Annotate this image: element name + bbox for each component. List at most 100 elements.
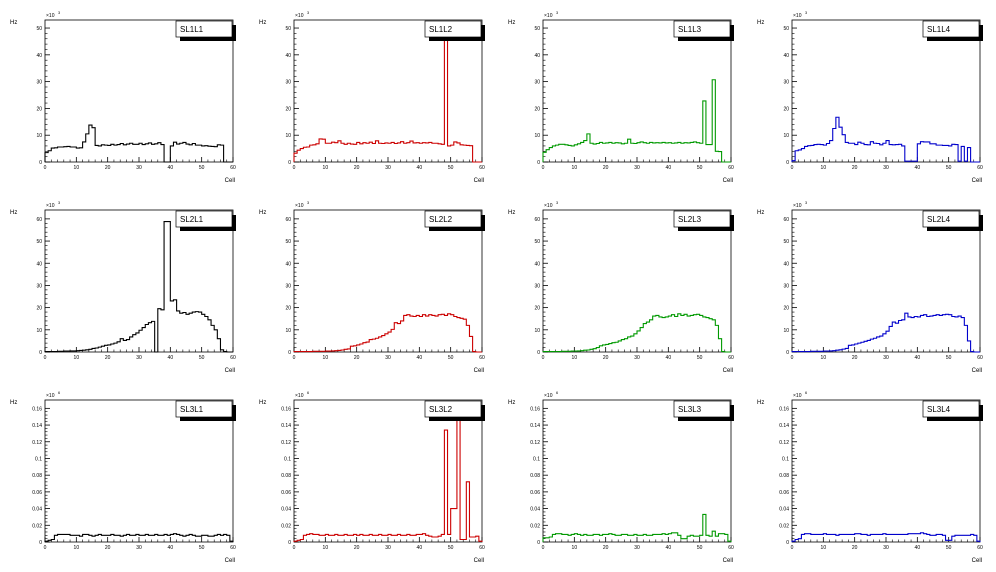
y-tick-label: 0.14 (779, 423, 789, 429)
legend-label: SL1L3 (678, 25, 702, 34)
legend-box (424, 210, 482, 228)
legend-label: SL2L3 (678, 215, 702, 224)
x-tick-label: 50 (946, 545, 952, 551)
x-tick-label: 30 (883, 165, 889, 171)
x-axis: 0 10 20 30 40 50 60 (44, 537, 236, 551)
y-tick-label: 0.06 (32, 490, 42, 496)
y-tick-label: 0.16 (530, 406, 540, 412)
legend-label: SL2L1 (180, 215, 204, 224)
x-axis-title: Cell (225, 558, 235, 564)
x-tick-label: 20 (354, 165, 360, 171)
x-tick-label: 30 (634, 355, 640, 361)
x-tick-label: 40 (417, 545, 423, 551)
y-tick-label: 0.02 (32, 523, 42, 529)
x-axis: 0 10 20 30 40 50 60 (293, 537, 485, 551)
x-tick-label: 20 (603, 355, 609, 361)
histogram-pad-sl1l1: 0 10 20 30 40 50 0 10 20 30 40 50 60 Hz Cell ×10 3 SL1L1 (0, 0, 249, 190)
y-tick-label: 0.14 (32, 423, 42, 429)
x-axis-title: Cell (225, 178, 235, 184)
x-tick-label: 30 (136, 165, 142, 171)
legend-label: SL3L1 (180, 405, 204, 414)
y-tick-label: 20 (285, 106, 291, 112)
x-tick-label: 10 (821, 165, 827, 171)
x-axis-title: Cell (972, 368, 982, 374)
y-tick-label: 0.1 (782, 456, 789, 462)
histogram-curve (542, 513, 732, 542)
y-axis-exponent-power: 3 (307, 11, 309, 15)
x-tick-label: 50 (199, 165, 205, 171)
y-tick-label: 0.1 (284, 456, 291, 462)
y-tick-label: 0.12 (32, 440, 42, 446)
y-tick-label: 0.06 (530, 490, 540, 496)
x-axis-title: Cell (474, 368, 484, 374)
x-tick-label: 30 (883, 355, 889, 361)
x-tick-label: 20 (852, 165, 858, 171)
x-axis: 0 10 20 30 40 50 60 (791, 157, 983, 171)
legend-box (922, 210, 980, 228)
y-tick-label: 0.02 (530, 523, 540, 529)
x-axis-title: Cell (474, 558, 484, 564)
y-axis-exponent-power: 3 (805, 11, 807, 15)
y-tick-label: 50 (783, 239, 789, 245)
x-tick-label: 20 (105, 355, 111, 361)
plot-frame (293, 209, 483, 353)
x-tick-label: 30 (136, 355, 142, 361)
y-axis-title: Hz (10, 400, 17, 406)
x-axis-title: Cell (972, 178, 982, 184)
plot-frame (791, 399, 981, 543)
x-axis: 0 10 20 30 40 50 60 (542, 537, 734, 551)
x-tick-label: 20 (603, 545, 609, 551)
legend-box (175, 400, 233, 418)
x-tick-label: 0 (44, 545, 47, 551)
x-tick-label: 30 (385, 355, 391, 361)
y-axis-exponent: ×10 (46, 13, 55, 19)
legend-label: SL3L3 (678, 405, 702, 414)
plot-frame (44, 399, 234, 543)
x-axis: 0 10 20 30 40 50 60 (542, 157, 734, 171)
x-axis-title: Cell (225, 368, 235, 374)
y-axis-title: Hz (259, 20, 266, 26)
x-tick-label: 10 (821, 355, 827, 361)
y-axis-title: Hz (259, 210, 266, 216)
x-tick-label: 0 (542, 165, 545, 171)
x-axis-title: Cell (723, 178, 733, 184)
histogram-pad-sl2l1: 0 10 20 30 40 50 60 0 10 20 30 40 50 60 Hz Cell ×10 3 SL2L… (0, 190, 249, 380)
y-axis-title: Hz (757, 210, 764, 216)
y-axis: 0 0.02 0.04 0.06 0.08 0.1 0.12 0.14 0.16 (32, 406, 50, 546)
y-axis: 0 0.02 0.04 0.06 0.08 0.1 0.12 0.14 0.16 (281, 406, 299, 546)
legend-label: SL3L4 (927, 405, 951, 414)
x-tick-label: 10 (74, 165, 80, 171)
y-axis-exponent-power: 6 (556, 391, 558, 395)
x-tick-label: 0 (791, 355, 794, 361)
y-tick-label: 20 (285, 306, 291, 312)
y-axis: 0 0.02 0.04 0.06 0.08 0.1 0.12 0.14 0.16 (530, 406, 548, 546)
y-tick-label: 30 (783, 80, 789, 86)
x-tick-label: 0 (791, 545, 794, 551)
y-axis-exponent: ×10 (544, 203, 553, 209)
y-axis-exponent-power: 6 (805, 391, 807, 395)
histogram-pad-sl3l3: 0 0.02 0.04 0.06 0.08 0.1 0.12 0.14 0.16 0 10 20 30 4… (498, 380, 747, 570)
legend-label: SL3L2 (429, 405, 453, 414)
histogram-curve (44, 124, 233, 163)
histogram-curve (542, 79, 731, 163)
x-axis-title: Cell (972, 558, 982, 564)
legend-box (673, 400, 731, 418)
y-tick-label: 20 (36, 306, 42, 312)
y-axis: 0 10 20 30 40 50 (285, 26, 299, 166)
plot-frame (44, 19, 234, 163)
y-tick-label: 60 (534, 217, 540, 223)
y-tick-label: 40 (534, 53, 540, 59)
x-axis: 0 10 20 30 40 50 60 (791, 347, 983, 361)
y-tick-label: 40 (36, 261, 42, 267)
y-axis-title: Hz (10, 20, 17, 26)
y-axis: 0 10 20 30 40 50 (534, 26, 548, 166)
y-tick-label: 30 (36, 80, 42, 86)
x-tick-label: 30 (385, 165, 391, 171)
y-tick-label: 0.16 (281, 406, 291, 412)
y-tick-label: 10 (285, 328, 291, 334)
histogram-pad-sl3l1: 0 0.02 0.04 0.06 0.08 0.1 0.12 0.14 0.16 0 10 20 30 4… (0, 380, 249, 570)
x-tick-label: 30 (136, 545, 142, 551)
x-tick-label: 40 (666, 355, 672, 361)
x-tick-label: 60 (230, 355, 236, 361)
legend-box (922, 20, 980, 38)
